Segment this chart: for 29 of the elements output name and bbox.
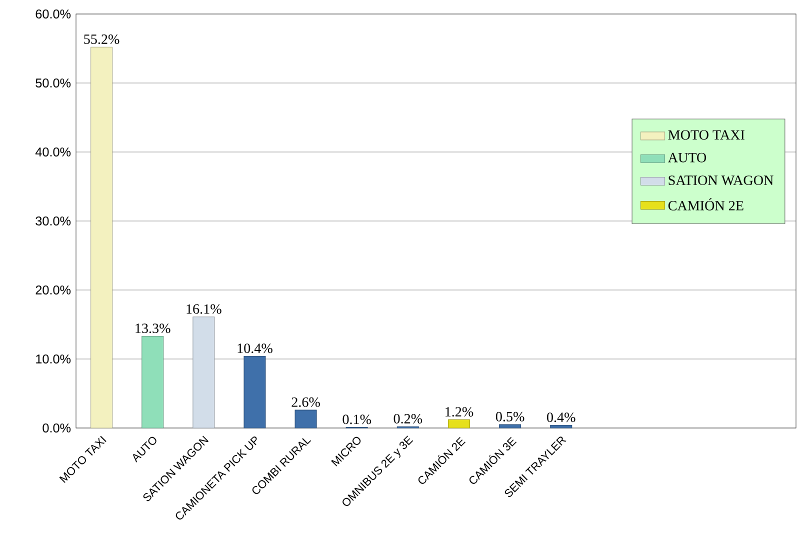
- bar: [550, 424, 572, 428]
- y-tick-label: 60.0%: [36, 10, 71, 18]
- y-tick-label: 30.0%: [36, 216, 71, 226]
- y-tick-label: 20.0%: [36, 286, 71, 294]
- bar: [90, 46, 113, 428]
- y-tick-label: 50.0%: [36, 78, 71, 88]
- data-label: 13.3%: [136, 324, 170, 334]
- data-label: 0.5%: [496, 412, 524, 422]
- bar: [448, 419, 470, 428]
- y-tick-label: 40.0%: [35, 148, 71, 156]
- bar: [192, 316, 215, 428]
- legend-label: MOTO TAXI: [668, 130, 744, 140]
- data-label: 2.6%: [292, 397, 320, 407]
- legend-label: AUTO: [668, 152, 706, 162]
- data-label: 10.4%: [238, 344, 272, 354]
- bar: [244, 356, 266, 428]
- legend-label: CAMIÓN 2E: [668, 198, 744, 210]
- y-tick-label: 10.0%: [36, 354, 71, 364]
- data-label: 55.2%: [84, 34, 120, 44]
- bar: [142, 336, 164, 428]
- data-label: 0.1%: [342, 414, 372, 424]
- bar: [294, 410, 317, 428]
- legend-label: SATION WAGON: [668, 176, 774, 186]
- data-label: 0.2%: [394, 414, 422, 424]
- data-label: 16.1%: [186, 304, 222, 314]
- y-tick-label: 0.0%: [42, 424, 71, 432]
- data-label: 0.4%: [546, 412, 576, 422]
- data-label: 1.2%: [446, 407, 474, 417]
- bar: [499, 424, 522, 428]
